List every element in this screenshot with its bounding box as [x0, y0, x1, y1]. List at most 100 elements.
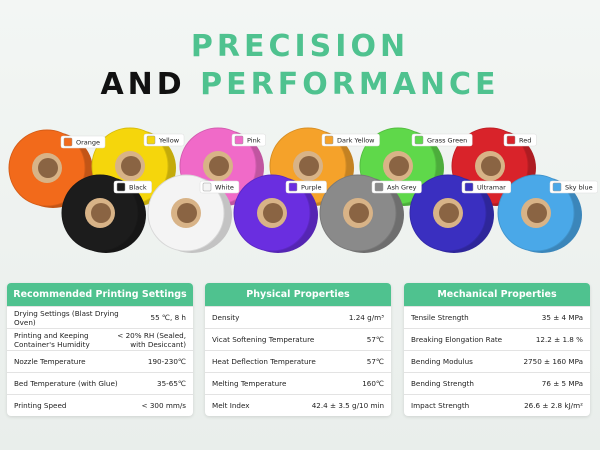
spec-table: Recommended Printing Settings Drying Sett…: [7, 283, 193, 416]
spool-hole: [209, 156, 229, 176]
property-name: Melting Temperature: [212, 379, 287, 388]
table-row: Bending Strength 76 ± 5 MPa: [404, 372, 590, 394]
property-name: Density: [212, 313, 240, 322]
spec-table: Physical Properties Density 1.24 g/m³ Vicat…: [205, 283, 391, 416]
spec-table: Mechanical Properties Tensile Strength 35 …: [404, 283, 590, 416]
property-name: Printing Speed: [14, 401, 67, 410]
color-swatch: [234, 135, 244, 145]
color-label: Ultramar: [461, 180, 512, 194]
spool: [233, 174, 318, 253]
color-label: Orange: [60, 135, 106, 149]
spool-hole: [263, 203, 283, 223]
table-row: Breaking Elongation Rate 12.2 ± 1.8 %: [404, 328, 590, 350]
table-row: Density 1.24 g/m³: [205, 306, 391, 328]
spool: [409, 174, 494, 253]
property-value: 76 ± 5 MPa: [541, 379, 583, 388]
spool-hole: [439, 203, 459, 223]
spool-hole: [349, 203, 369, 223]
color-label: Grass Green: [411, 133, 473, 147]
property-name: Heat Deflection Temperature: [212, 357, 316, 366]
property-name: Drying Settings (Blast Drying Oven): [14, 308, 119, 327]
property-value: < 300 mm/s: [141, 401, 186, 410]
table-row: Vicat Softening Temperature 57℃: [205, 328, 391, 350]
color-swatch: [414, 135, 424, 145]
spool-hole: [38, 158, 58, 178]
color-label: Pink: [231, 133, 266, 147]
color-name: Grass Green: [427, 137, 467, 145]
title-accent-words: PERFORMANCE: [200, 67, 500, 102]
color-swatch: [374, 182, 384, 192]
spool-hole: [527, 203, 547, 223]
table-row: Bed Temperature (with Glue) 35-65℃: [7, 372, 193, 394]
color-swatch: [146, 135, 156, 145]
headline: PRECISION AND PERFORMANCE: [0, 28, 600, 104]
color-name: Red: [519, 137, 531, 145]
label-box: [411, 133, 473, 147]
property-name: Bed Temperature (with Glue): [14, 379, 118, 388]
color-name: Orange: [76, 139, 100, 147]
color-swatch: [202, 182, 212, 192]
property-value: 35-65℃: [157, 379, 186, 388]
color-name: White: [215, 184, 234, 192]
spool-display: Orange Yellow Pink Dark Yellow Grass Green Re…: [8, 127, 598, 253]
property-value: 35 ± 4 MPa: [541, 313, 583, 322]
property-name: Melt Index: [212, 401, 250, 410]
color-label: Purple: [285, 180, 327, 194]
labels: Orange Yellow Pink Dark Yellow Grass Green Re…: [60, 133, 598, 194]
property-value: 57℃: [366, 357, 384, 366]
table-title: Mechanical Properties: [404, 283, 590, 306]
table-title: Physical Properties: [205, 283, 391, 306]
property-value: 57℃: [366, 335, 384, 344]
color-swatch: [324, 135, 334, 145]
table-row: Impact Strength 26.6 ± 2.8 kJ/m²: [404, 394, 590, 416]
color-label: Black: [113, 180, 152, 194]
color-name: Purple: [301, 184, 322, 192]
property-name: Vicat Softening Temperature: [212, 335, 315, 344]
property-name: Bending Modulus: [411, 357, 473, 366]
spool-hole: [177, 203, 197, 223]
title-line-1: PRECISION: [190, 29, 410, 64]
spool-hole: [299, 156, 319, 176]
label-box: [321, 133, 380, 147]
table-row: Tensile Strength 35 ± 4 MPa: [404, 306, 590, 328]
spool-hole: [121, 156, 141, 176]
color-name: Dark Yellow: [337, 137, 375, 145]
table-row: Melt Index 42.4 ± 3.5 g/10 min: [205, 394, 391, 416]
property-value: 42.4 ± 3.5 g/10 min: [311, 401, 384, 410]
spool: [61, 174, 146, 253]
property-name: Nozzle Temperature: [14, 357, 86, 366]
table-title: Recommended Printing Settings: [7, 283, 193, 306]
property-value: < 20% RH (Sealed, with Desiccant): [117, 330, 186, 349]
color-label: Yellow: [143, 133, 185, 147]
color-swatch: [464, 182, 474, 192]
property-value: 12.2 ± 1.8 %: [535, 335, 583, 344]
color-swatch: [288, 182, 298, 192]
color-name: Black: [129, 184, 147, 192]
spool: [8, 129, 93, 208]
spools: [8, 127, 582, 253]
label-box: [371, 180, 422, 194]
table-row: Printing and Keeping Container's Humidit…: [7, 328, 193, 350]
spool: [147, 174, 232, 253]
color-label: Dark Yellow: [321, 133, 380, 147]
property-value: 55 ℃, 8 h: [150, 313, 187, 322]
color-swatch: [552, 182, 562, 192]
color-label: Sky blue: [549, 180, 598, 194]
property-name: Breaking Elongation Rate: [411, 335, 503, 344]
table-row: Melting Temperature 160℃: [205, 372, 391, 394]
table-row: Heat Deflection Temperature 57℃: [205, 350, 391, 372]
table-row: Drying Settings (Blast Drying Oven) 55 ℃,…: [7, 306, 193, 328]
color-swatch: [63, 137, 73, 147]
color-name: Ultramar: [477, 184, 506, 192]
spool-hole: [389, 156, 409, 176]
color-name: Ash Grey: [387, 184, 417, 192]
color-label: Ash Grey: [371, 180, 422, 194]
color-swatch: [506, 135, 516, 145]
color-name: Sky blue: [565, 184, 593, 192]
property-value: 190-230℃: [147, 357, 186, 366]
property-value: 1.24 g/m³: [348, 313, 384, 322]
color-label: Red: [503, 133, 537, 147]
color-name: Pink: [247, 137, 261, 145]
property-name: Bending Strength: [411, 379, 474, 388]
